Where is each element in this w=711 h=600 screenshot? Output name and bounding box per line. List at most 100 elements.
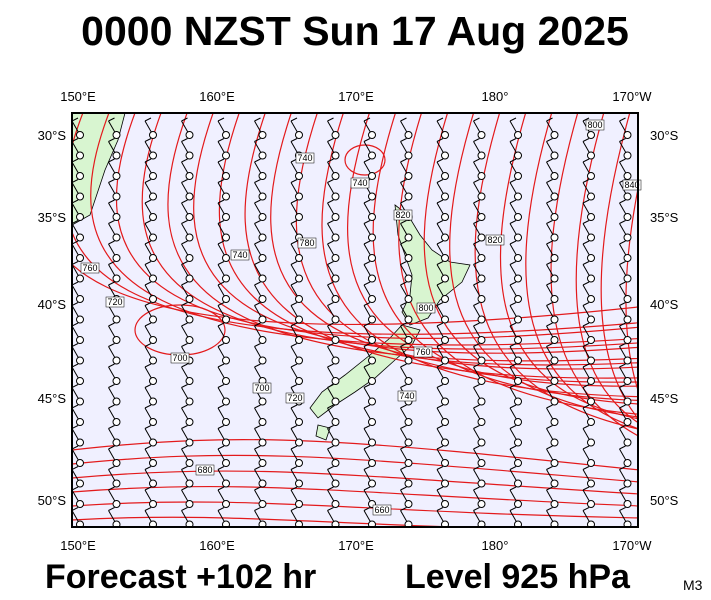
barb-flag [619,425,626,429]
wind-barb [144,507,157,527]
barb-flag [181,507,188,511]
wind-barb [217,343,230,365]
station [76,438,84,447]
barb-flag [363,384,371,388]
barb-flag [400,281,407,286]
station [514,274,522,283]
wind-barb [473,507,486,527]
barb-flag [509,486,517,491]
wind-barb [473,404,486,426]
wind-barb [509,117,522,139]
lon-label-top: 160°E [199,89,235,104]
wind-barb [509,445,522,467]
barb-flag [254,179,261,183]
wind-barb [144,404,157,426]
barb-flag [144,384,152,388]
station [514,151,522,160]
wind-barb [436,384,449,406]
contour-label: 760 [82,263,97,273]
wind-barb [217,363,230,385]
station [112,377,121,385]
wind-barb [619,322,632,344]
station [149,131,157,139]
barb-flag [509,343,517,347]
station [514,438,522,447]
station [404,131,413,139]
station [112,254,121,262]
barb-flag [619,404,626,409]
wind-barb [181,138,194,160]
wind-barb [327,322,340,344]
barb-flag [217,486,225,491]
wind-barb [400,158,413,180]
barb-flag [400,302,407,306]
contour-line [449,113,638,418]
wind-barb [217,486,230,508]
wind-barb [363,425,376,447]
station [112,131,121,139]
contour-label: 700 [172,353,187,363]
barb-flag [108,384,115,388]
barb-flag [181,240,188,245]
barb-flag [254,445,261,450]
contour-line [575,113,638,424]
station [514,418,522,426]
station [185,500,194,508]
wind-barb [72,240,84,262]
barb-flag [436,199,444,204]
station [404,356,413,365]
barb-flag [473,179,480,183]
wind-barbs [72,117,632,527]
barb-flag [473,240,480,245]
lon-label-top: 150°E [60,89,96,104]
wind-barb [217,261,230,283]
station [514,479,522,488]
barb-flag [363,507,371,511]
wind-barb [363,445,376,467]
lat-label-right: 50°S [650,493,679,508]
station [550,479,559,488]
barb-flag [400,486,407,491]
station [441,500,449,508]
barb-flag [546,261,553,265]
station [477,438,486,447]
barb-flag [619,302,626,306]
wind-barb [582,199,595,221]
station [222,172,230,180]
wind-barb [436,507,449,527]
wind-barb [254,117,267,139]
barb-flag [473,261,480,265]
station [477,233,486,242]
barb-flag [290,445,298,450]
wind-barb [619,425,632,447]
wind-barb [436,117,449,139]
wind-barb [254,322,267,344]
barb-flag [181,158,188,163]
barb-flag [400,404,407,409]
station [295,479,303,488]
station [368,356,376,365]
wind-barb [400,281,413,303]
barb-flag [217,343,225,347]
station [112,192,121,201]
station [550,192,559,201]
wind-barb [144,445,157,467]
contour-line [141,113,638,350]
barb-flag [509,179,517,183]
wind-barb [327,302,340,324]
wind-barb [290,261,303,283]
station [441,233,449,242]
station [331,336,340,344]
wind-barb [400,322,413,344]
station [623,192,632,201]
contour-line [72,485,638,507]
barb-flag [582,158,590,163]
barb-flag [144,240,152,245]
station [185,459,194,467]
barb-flag [473,486,480,491]
barb-flag [436,158,444,163]
station [258,295,267,303]
station [623,213,632,221]
wind-barb [509,363,522,385]
contour-label: 820 [395,210,410,220]
